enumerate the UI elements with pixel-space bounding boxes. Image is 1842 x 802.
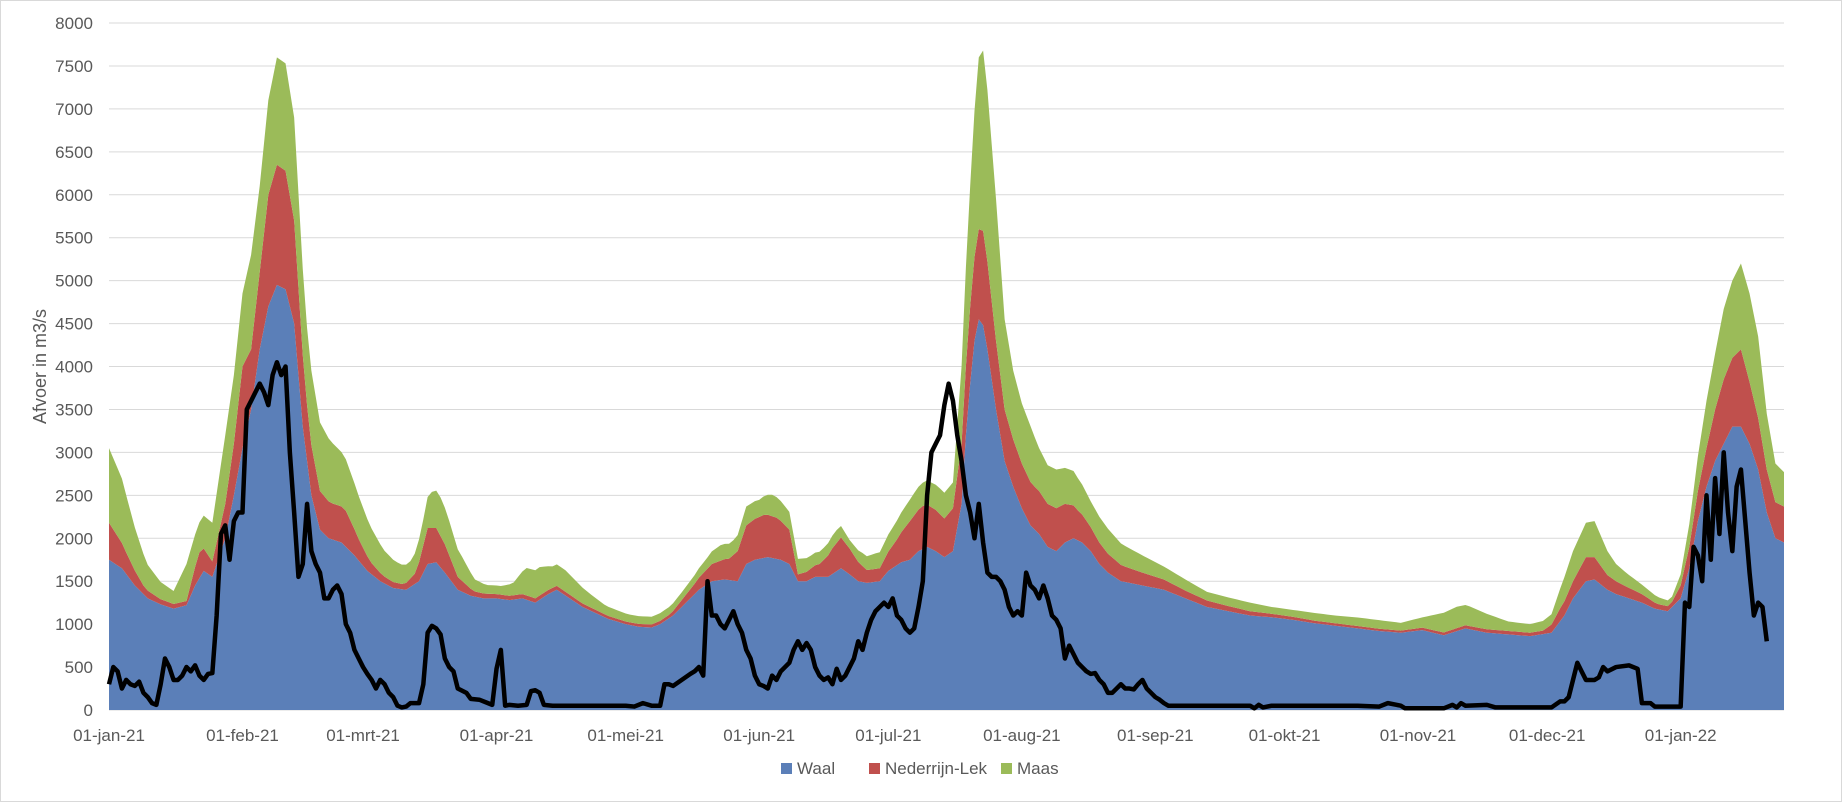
legend-label: Nederrijn-Lek	[885, 759, 988, 778]
x-tick-label: 01-aug-21	[983, 726, 1061, 745]
x-tick-label: 01-jul-21	[855, 726, 921, 745]
y-tick-label: 3000	[55, 443, 93, 462]
x-tick-label: 01-dec-21	[1509, 726, 1586, 745]
x-tick-label: 01-jun-21	[723, 726, 795, 745]
y-tick-label: 5500	[55, 229, 93, 248]
y-tick-label: 7000	[55, 100, 93, 119]
y-axis: 0 500 1000 1500 2000 2500 3000 3500 4000 4500 5000…	[55, 14, 93, 720]
area-series	[109, 50, 1784, 710]
legend-swatch	[1001, 763, 1012, 774]
y-tick-label: 6500	[55, 143, 93, 162]
x-tick-label: 01-jan-21	[73, 726, 145, 745]
x-tick-label: 01-feb-21	[206, 726, 279, 745]
y-tick-label: 1000	[55, 615, 93, 634]
y-tick-label: 6000	[55, 186, 93, 205]
area-maas	[109, 50, 1784, 633]
x-tick-label: 01-okt-21	[1249, 726, 1321, 745]
x-tick-label: 01-nov-21	[1380, 726, 1457, 745]
y-tick-label: 3500	[55, 400, 93, 419]
area-nederrijn-lek	[109, 164, 1784, 637]
legend-label: Waal	[797, 759, 835, 778]
y-tick-label: 8000	[55, 14, 93, 33]
legend-label: Maas	[1017, 759, 1059, 778]
y-tick-label: 4500	[55, 315, 93, 334]
x-tick-label: 01-sep-21	[1117, 726, 1194, 745]
y-tick-label: 0	[84, 701, 93, 720]
y-tick-label: 500	[65, 658, 93, 677]
black-line-series	[106, 359, 1770, 711]
y-tick-label: 1500	[55, 572, 93, 591]
y-tick-label: 2000	[55, 529, 93, 548]
x-tick-label: 01-jan-22	[1645, 726, 1717, 745]
x-tick-label: 01-mei-21	[587, 726, 664, 745]
y-tick-label: 4000	[55, 358, 93, 377]
y-tick-label: 2500	[55, 486, 93, 505]
legend-swatch	[869, 763, 880, 774]
x-axis: 01-jan-21 01-feb-21 01-mrt-21 01-apr-21 01-m…	[73, 726, 1716, 745]
legend: Waal Nederrijn-Lek Maas	[781, 759, 1059, 778]
line-series	[106, 359, 1770, 711]
y-axis-title: Afvoer in m3/s	[30, 309, 50, 424]
y-tick-label: 5000	[55, 272, 93, 291]
x-tick-label: 01-mrt-21	[326, 726, 400, 745]
area-waal	[109, 284, 1784, 710]
y-tick-label: 7500	[55, 57, 93, 76]
legend-swatch	[781, 763, 792, 774]
x-tick-label: 01-apr-21	[460, 726, 534, 745]
